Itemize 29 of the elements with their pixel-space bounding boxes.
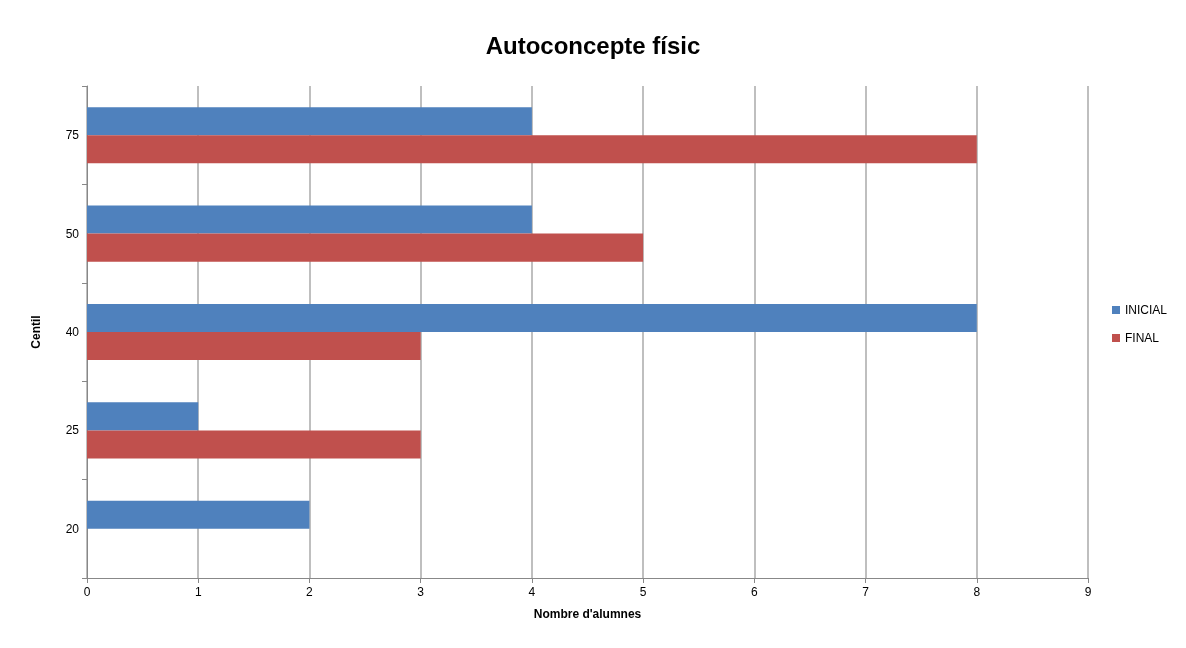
y-tick-label: 50	[65, 226, 80, 241]
bar	[87, 430, 421, 459]
x-tick-label: 1	[194, 585, 202, 599]
y-tick-label: 75	[65, 128, 80, 143]
bar	[87, 205, 532, 234]
y-axis-title: Centil	[29, 315, 43, 349]
y-tick-label: 25	[65, 423, 80, 438]
y-tick-label: 20	[65, 521, 80, 536]
chart-title: Autoconcepte físic	[485, 31, 701, 59]
x-tick-label: 4	[528, 585, 536, 599]
legend-label: INICIAL	[1124, 303, 1168, 317]
x-tick-label: 0	[83, 585, 91, 599]
bar	[87, 303, 977, 332]
bar	[87, 500, 310, 529]
bar	[87, 402, 199, 431]
bar	[87, 107, 532, 136]
bar	[87, 233, 644, 262]
x-tick-label: 7	[862, 585, 870, 599]
x-tick-label: 2	[306, 585, 314, 599]
x-tick-label: 5	[639, 585, 647, 599]
x-tick-label: 3	[417, 585, 425, 599]
x-tick-label: 6	[750, 585, 758, 599]
x-tick-label: 9	[1084, 585, 1092, 599]
x-tick-label: 8	[973, 585, 981, 599]
x-axis-title: Nombre d'alumnes	[533, 607, 642, 621]
y-tick-label: 40	[65, 325, 80, 339]
bar	[87, 332, 421, 361]
legend-label: FINAL	[1124, 331, 1160, 345]
bar	[87, 135, 977, 164]
